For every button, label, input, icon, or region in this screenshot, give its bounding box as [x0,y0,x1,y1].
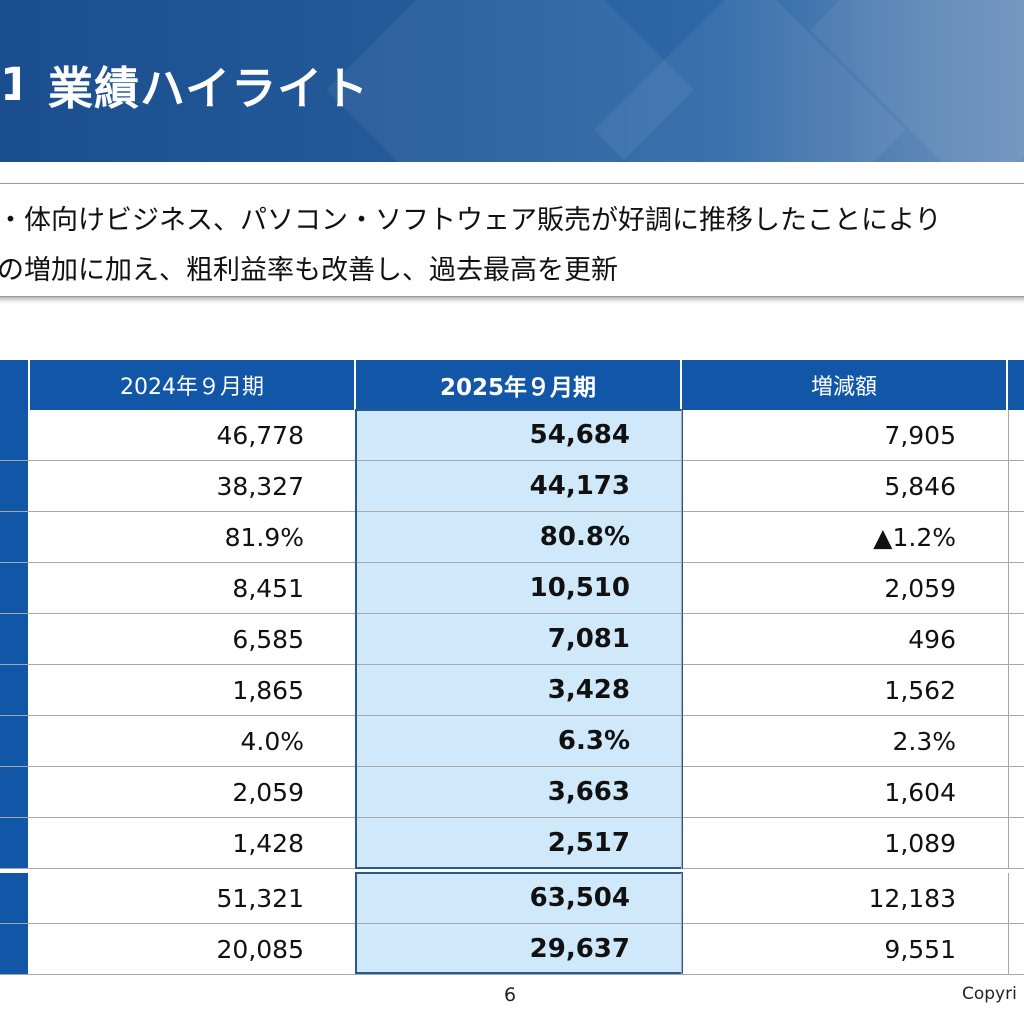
header-cell-diff: 増減額 [682,360,1006,410]
table-row: 38,327 44,173 5,846 [0,461,1024,512]
cell-2024: 38,327 [216,471,304,501]
row-label-cell [0,410,28,460]
table-row: 2,059 3,663 1,604 [0,767,1024,818]
row-label-cell [0,924,28,974]
cell-2025: 10,510 [356,563,682,613]
cell-2024: 20,085 [216,934,304,964]
cell-2025: 7,081 [356,614,682,664]
cell-2024: 1,865 [232,675,304,705]
cell-2024: 81.9% [224,522,304,552]
page-title: 1 業績ハイライト [0,52,369,116]
cell-extra [1008,924,1024,974]
row-label-cell [0,873,28,923]
summary-line-1: ・体向けビジネス、パソコン・ソフトウェア販売が好調に推移したことにより [0,205,942,236]
cell-diff: 5,846 [884,471,956,501]
cell-extra [1008,665,1024,715]
table-row: 6,585 7,081 496 [0,614,1024,665]
cell-diff: ▲1.2% [873,522,956,552]
row-label-cell [0,665,28,715]
cell-2025: 54,684 [356,410,682,460]
table-row: 1,428 2,517 1,089 [0,818,1024,869]
header-cell-extra [1008,360,1024,410]
cell-diff: 9,551 [884,934,956,964]
header-cell-2024: 2024年９月期 [30,360,354,410]
cell-diff: 2.3% [892,726,956,756]
table-row: 1,865 3,428 1,562 [0,665,1024,716]
cell-diff: 7,905 [884,420,956,450]
header-cell-2025: 2025年９月期 [356,360,680,410]
cell-diff: 12,183 [868,883,956,913]
cell-extra [1008,873,1024,923]
cell-diff: 1,562 [884,675,956,705]
cell-extra [1008,818,1024,868]
table-row: 46,778 54,684 7,905 [0,410,1024,461]
row-label-cell [0,767,28,817]
cell-extra [1008,410,1024,460]
summary-line-2: の増加に加え、粗利益率も改善し、過去最高を更新 [0,255,618,286]
cell-2025: 63,504 [356,873,682,923]
cell-extra [1008,563,1024,613]
cell-2025: 2,517 [356,818,682,868]
table-row: 51,321 63,504 12,183 [0,873,1024,924]
cell-2025: 44,173 [356,461,682,511]
cell-2024: 6,585 [232,624,304,654]
table-row: 81.9% 80.8% ▲1.2% [0,512,1024,563]
cell-extra [1008,512,1024,562]
cell-2025: 3,663 [356,767,682,817]
cell-diff: 2,059 [884,573,956,603]
section-number: 1 [0,57,20,111]
cell-extra [1008,716,1024,766]
cell-diff: 1,089 [884,828,956,858]
table-row: 4.0% 6.3% 2.3% [0,716,1024,767]
section-title: 業績ハイライト [48,61,370,115]
row-label-cell [0,614,28,664]
row-label-cell [0,461,28,511]
page-number: 6 [504,984,517,1006]
header-banner: 1 業績ハイライト [0,0,1024,162]
cell-2025: 6.3% [356,716,682,766]
cell-2025: 3,428 [356,665,682,715]
table-row: 8,451 10,510 2,059 [0,563,1024,614]
row-label-cell [0,818,28,868]
row-label-cell [0,563,28,613]
cell-2025: 80.8% [356,512,682,562]
cell-2024: 8,451 [232,573,304,603]
row-label-cell [0,512,28,562]
cell-2025: 29,637 [356,924,682,974]
cell-2024: 2,059 [232,777,304,807]
cell-2024: 1,428 [232,828,304,858]
cell-extra [1008,461,1024,511]
cell-diff: 1,604 [884,777,956,807]
cell-extra [1008,767,1024,817]
cell-extra [1008,614,1024,664]
cell-2024: 46,778 [216,420,304,450]
cell-2024: 4.0% [240,726,304,756]
copyright-text: Copyri [962,984,1017,1004]
summary-box: ・体向けビジネス、パソコン・ソフトウェア販売が好調に推移したことにより の増加に… [0,183,1024,297]
header-cell-label [0,360,28,410]
column-separator [681,873,682,974]
column-separator [681,410,682,869]
cell-diff: 496 [908,624,956,654]
table-row: 20,085 29,637 9,551 [0,924,1024,975]
cell-2024: 51,321 [216,883,304,913]
row-label-cell [0,716,28,766]
